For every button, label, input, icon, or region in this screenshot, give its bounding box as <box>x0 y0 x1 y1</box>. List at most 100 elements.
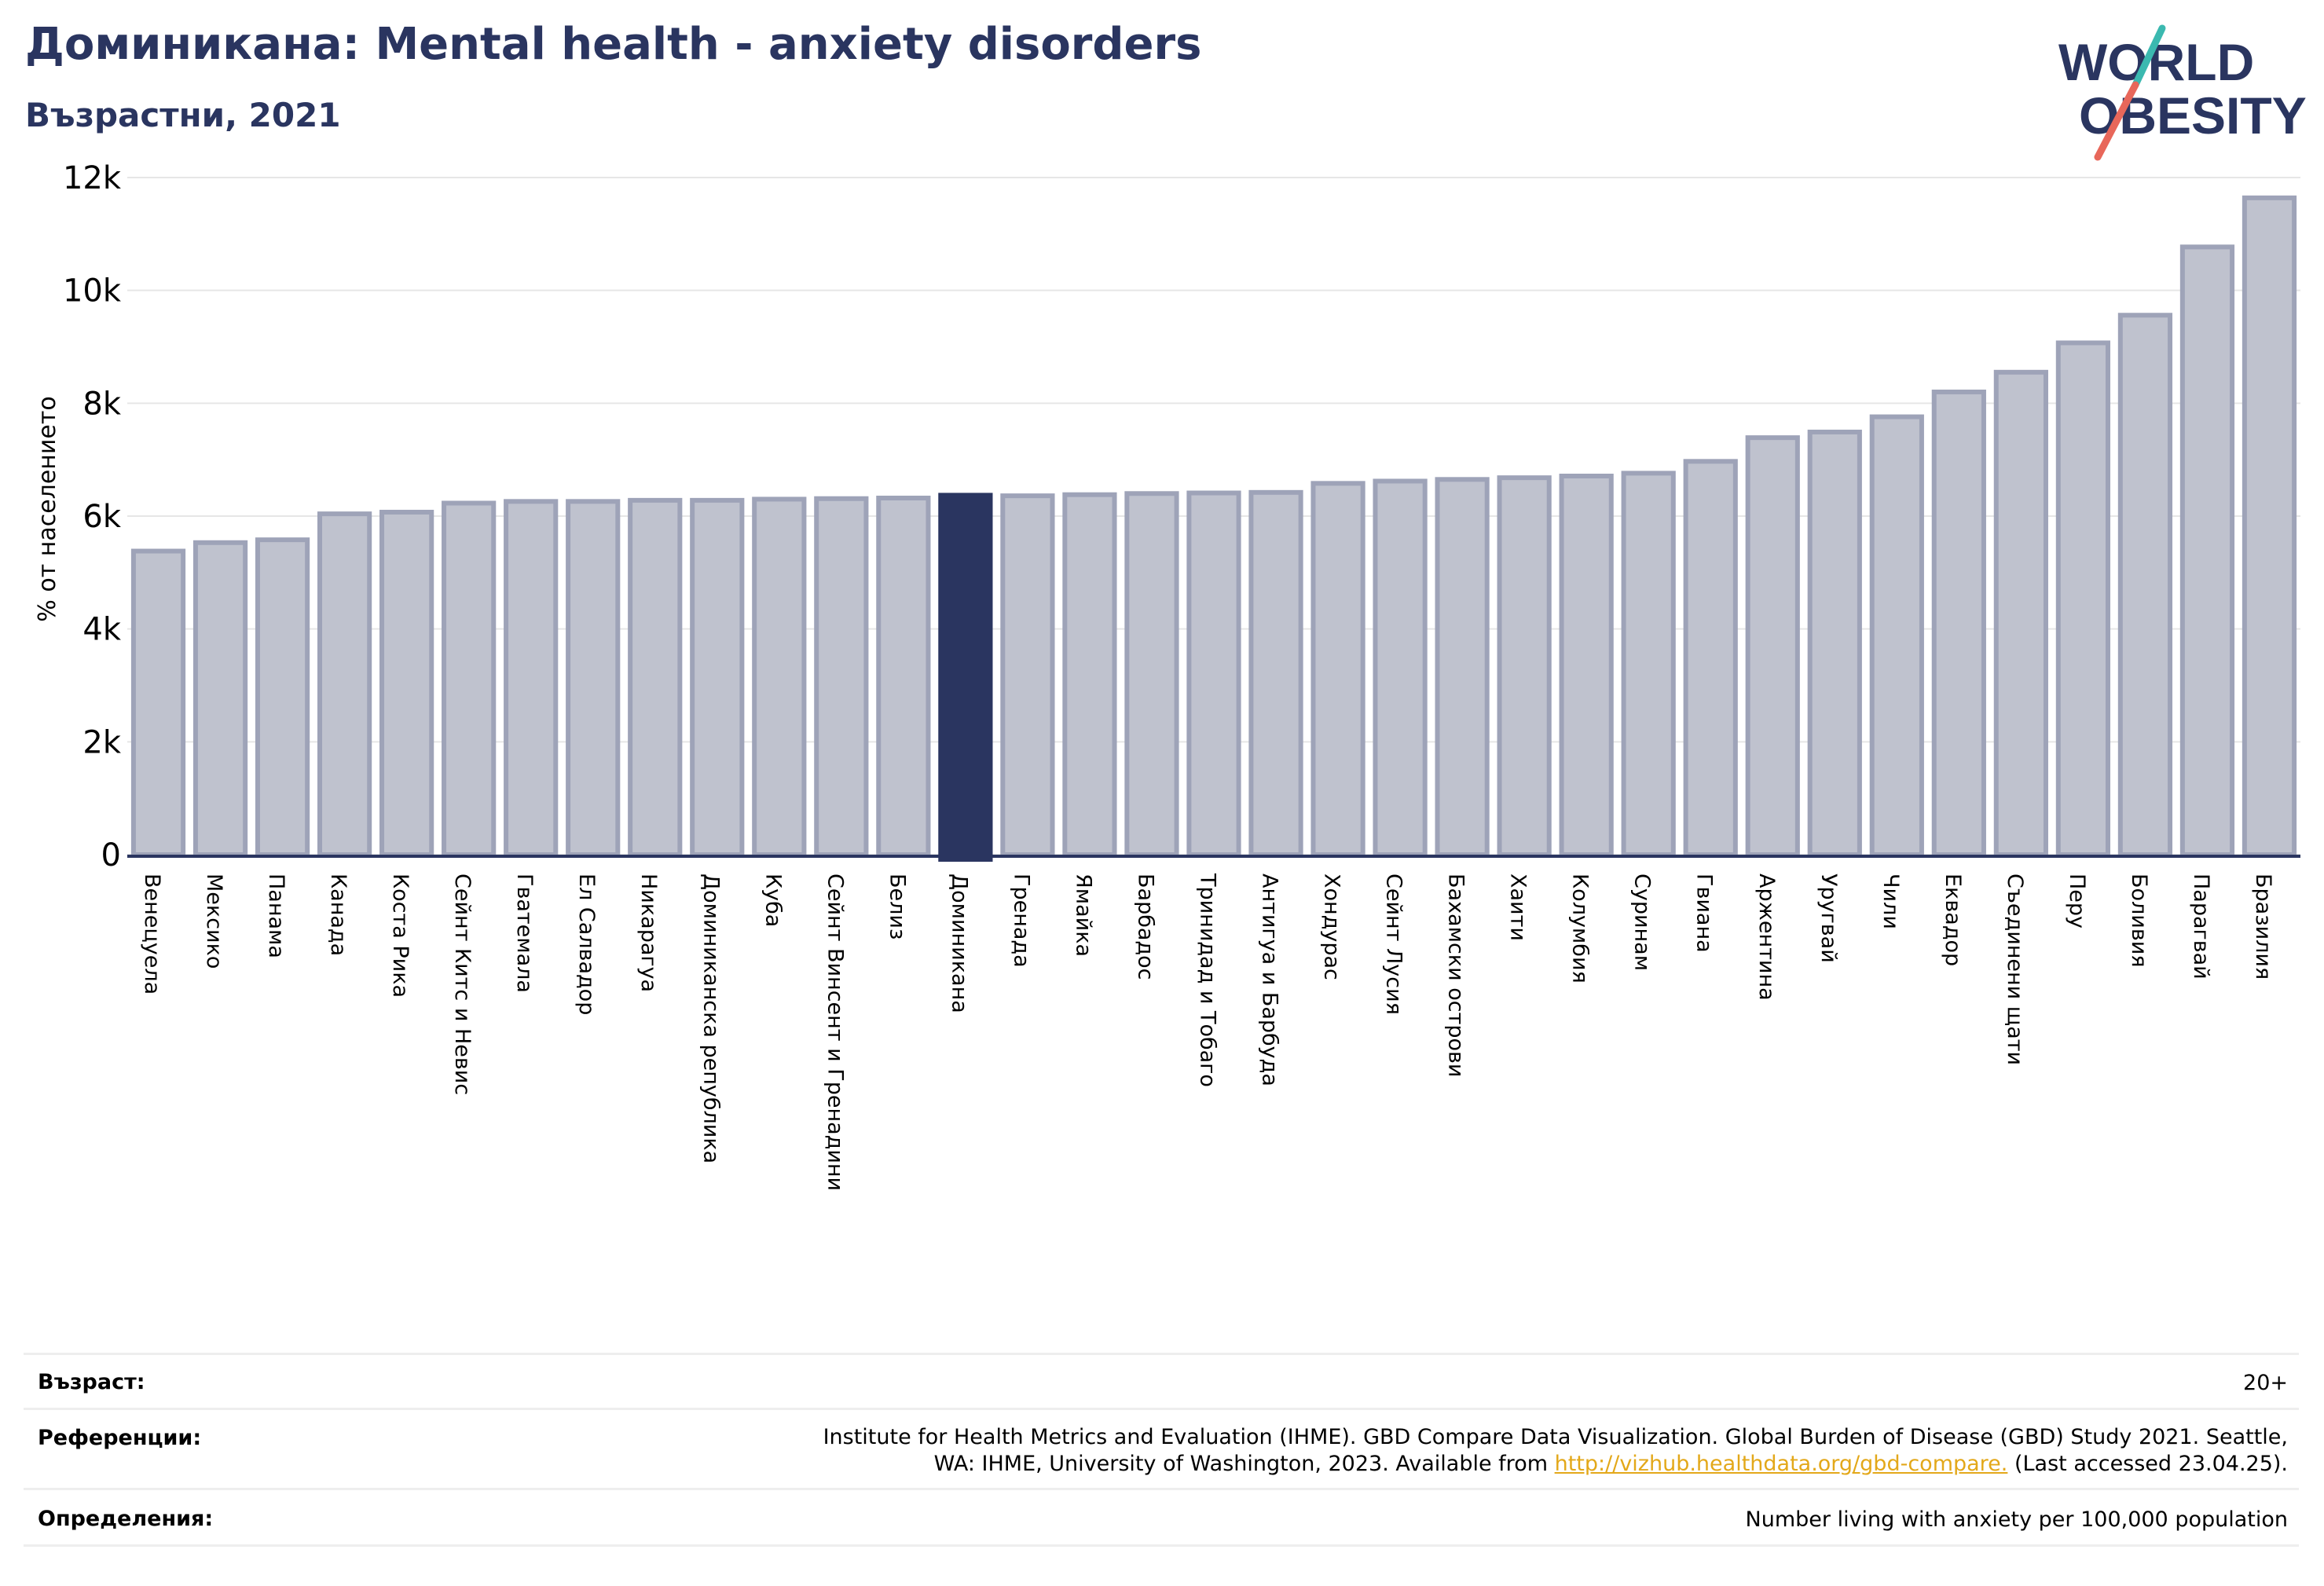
x-tick-label: Аржентина <box>1754 874 1779 1001</box>
chart-subtitle: Възрастни, 2021 <box>25 96 341 134</box>
bar <box>1931 389 1986 857</box>
bar <box>2055 340 2111 857</box>
x-tick-label: Еквадор <box>1941 874 1965 966</box>
y-tick-label: 4k <box>82 612 121 648</box>
y-tick-label: 6k <box>82 499 121 535</box>
x-tick-label: Парагвай <box>2189 874 2213 980</box>
x-tick-label: Антигуа и Барбуда <box>1258 874 1282 1086</box>
references-label: Референции: <box>38 1426 202 1450</box>
references-line-1: Institute for Health Metrics and Evaluat… <box>823 1425 2288 1449</box>
footer-divider <box>24 1544 2299 1547</box>
y-axis-ticks: 0 2k 4k 6k 8k 10k 12k <box>63 160 122 874</box>
chart-title: Доминикана: Mental health - anxiety diso… <box>25 19 1202 70</box>
x-axis-labels: Венецуела Мексико Панама Канада Коста Рика Се… <box>140 873 2275 1191</box>
x-tick-label: Хондурас <box>1320 874 1344 980</box>
bar <box>317 511 372 857</box>
bar <box>2117 313 2173 858</box>
x-tick-label: Колумбия <box>1568 874 1593 983</box>
y-tick-label: 8k <box>82 386 121 422</box>
x-tick-label: Боливия <box>2127 874 2151 968</box>
x-tick-label: Суринам <box>1630 874 1655 971</box>
x-tick-label: Гвиана <box>1692 874 1717 953</box>
x-tick-label: Хаити <box>1506 874 1530 941</box>
x-tick-label: Тринидад и Тобаго <box>1196 873 1220 1087</box>
bar <box>1186 490 1241 857</box>
bar <box>876 496 931 857</box>
x-tick-label: Перу <box>2065 874 2089 929</box>
x-tick-label: Ел Салвадор <box>574 874 599 1015</box>
x-tick-label: Панама <box>264 874 288 958</box>
x-tick-label: Мексико <box>202 874 226 969</box>
bar <box>504 499 559 857</box>
x-tick-label: Уругвай <box>1816 874 1841 963</box>
bar <box>1869 414 1924 857</box>
bar <box>1807 429 1862 857</box>
bar <box>1000 493 1055 857</box>
x-tick-label: Доминиканска република <box>698 874 723 1163</box>
bar-chart: 0 2k 4k 6k 8k 10k 12k Венецуела Мексико Панама Ка… <box>34 160 2300 1191</box>
x-tick-label: Барбадос <box>1133 874 1157 980</box>
references-text: WA: IHME, University of Washington, 2023… <box>933 1452 1555 1476</box>
x-tick-label: Сейнт Винсент и Гренадини <box>823 874 847 1191</box>
x-tick-label: Чили <box>1879 874 1903 929</box>
bar <box>1497 475 1552 857</box>
y-tick-label: 2k <box>82 724 121 760</box>
bar <box>690 497 745 857</box>
references-access-date: (Last accessed 23.04.25). <box>2007 1452 2288 1476</box>
x-tick-label: Сейнт Китс и Невис <box>450 874 475 1095</box>
bar <box>1124 491 1179 857</box>
x-tick-label: Канада <box>326 874 350 956</box>
references-line-2: WA: IHME, University of Washington, 2023… <box>823 1451 2288 1478</box>
bar <box>192 540 248 857</box>
bar <box>1373 478 1428 857</box>
y-axis-title: % от населението <box>34 396 61 621</box>
bar <box>752 496 807 857</box>
x-tick-label: Венецуела <box>140 874 164 994</box>
x-tick-label: Гренада <box>1009 874 1033 968</box>
bars <box>130 195 2297 863</box>
x-tick-label: Сейнт Лусия <box>1382 874 1406 1015</box>
references-value: Institute for Health Metrics and Evaluat… <box>823 1424 2288 1478</box>
age-label: Възраст: <box>38 1370 145 1394</box>
bar <box>2242 195 2297 858</box>
definitions-label: Определения: <box>38 1507 214 1531</box>
bar <box>566 499 621 857</box>
x-tick-label: Доминикана <box>947 874 971 1013</box>
x-tick-label: Съединени щати <box>2003 874 2027 1065</box>
logo-slash-teal <box>2132 24 2166 89</box>
y-tick-label: 0 <box>101 837 121 874</box>
footer-divider <box>24 1408 2299 1410</box>
bar <box>1435 477 1490 858</box>
bar <box>1683 459 1738 857</box>
bar <box>255 537 310 857</box>
x-tick-label: Гватемала <box>512 874 537 993</box>
bar <box>1310 481 1365 857</box>
bar <box>379 509 434 857</box>
y-tick-label: 10k <box>63 273 122 310</box>
world-obesity-logo: WORLD OBESITY <box>2058 24 2307 161</box>
bar <box>814 496 869 858</box>
definitions-value: Number living with anxiety per 100,000 p… <box>1745 1507 2288 1532</box>
y-tick-label: 12k <box>63 160 122 196</box>
bar <box>1559 473 1614 858</box>
x-tick-label: Бахамски острови <box>1444 874 1468 1077</box>
bar-highlighted <box>938 493 993 863</box>
bar <box>442 500 497 857</box>
bar <box>130 548 186 858</box>
bar <box>1621 471 1676 857</box>
logo-slash-red <box>2094 81 2139 161</box>
bar <box>1993 369 2048 857</box>
bar <box>1062 492 1117 857</box>
references-link[interactable]: http://vizhub.healthdata.org/gbd-compare… <box>1554 1452 2008 1476</box>
bar <box>2179 244 2235 858</box>
x-tick-label: Белиз <box>885 874 909 940</box>
footer-divider <box>24 1353 2299 1355</box>
x-tick-label: Куба <box>761 874 785 927</box>
footer-divider <box>24 1488 2299 1490</box>
bar <box>1745 435 1800 857</box>
bar <box>628 497 683 857</box>
age-value: 20+ <box>2243 1371 2288 1395</box>
x-tick-label: Ямайка <box>1071 874 1095 957</box>
x-tick-label: Никарагуа <box>636 874 661 992</box>
bar <box>1248 489 1303 858</box>
